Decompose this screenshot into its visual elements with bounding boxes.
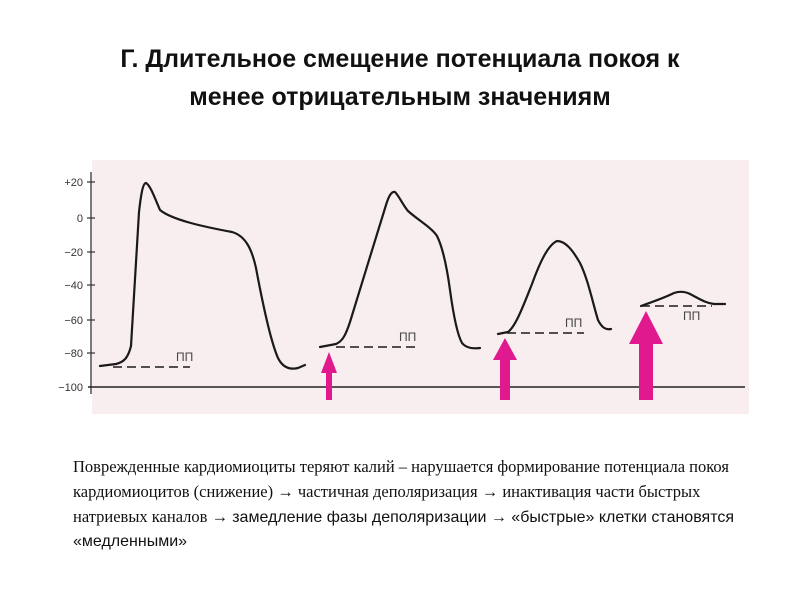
stimulus-arrow-2 bbox=[493, 338, 517, 400]
pp-label-1: ПП bbox=[176, 350, 193, 364]
stimulus-arrow-3 bbox=[629, 311, 663, 400]
y-ticks bbox=[87, 181, 95, 354]
action-potential-curve-2 bbox=[318, 190, 482, 350]
tick-label-0: 0 bbox=[77, 213, 83, 225]
action-potential-curve-1 bbox=[98, 181, 307, 370]
tick-label-plus20: +20 bbox=[64, 177, 83, 189]
tick-label-minus60: −60 bbox=[64, 315, 83, 327]
tick-label-minus80: −80 bbox=[64, 348, 83, 360]
title-line-1: Г. Длительное смещение потенциала покоя … bbox=[120, 45, 680, 73]
pp-label-3: ПП bbox=[565, 316, 582, 330]
caption-sans-part: замедление фазы деполяризации → «быстрые… bbox=[73, 509, 734, 550]
slide-title: Г. Длительное смещение потенциала покоя … bbox=[0, 40, 800, 116]
stimulus-arrow-1 bbox=[321, 352, 337, 400]
title-line-2: менее отрицательным значениям bbox=[189, 83, 611, 111]
caption-serif-part: Поврежденные кардиомиоциты теряют калий … bbox=[73, 457, 729, 526]
caption-text: Поврежденные кардиомиоциты теряют калий … bbox=[73, 455, 743, 554]
tick-label-minus100: −100 bbox=[58, 382, 83, 394]
tick-label-minus40: −40 bbox=[64, 280, 83, 292]
pp-label-4: ПП bbox=[683, 309, 700, 323]
action-potential-curve-3 bbox=[496, 239, 613, 336]
action-potential-curve-4 bbox=[639, 290, 727, 308]
tick-label-minus20: −20 bbox=[64, 247, 83, 259]
pp-label-2: ПП bbox=[399, 330, 416, 344]
